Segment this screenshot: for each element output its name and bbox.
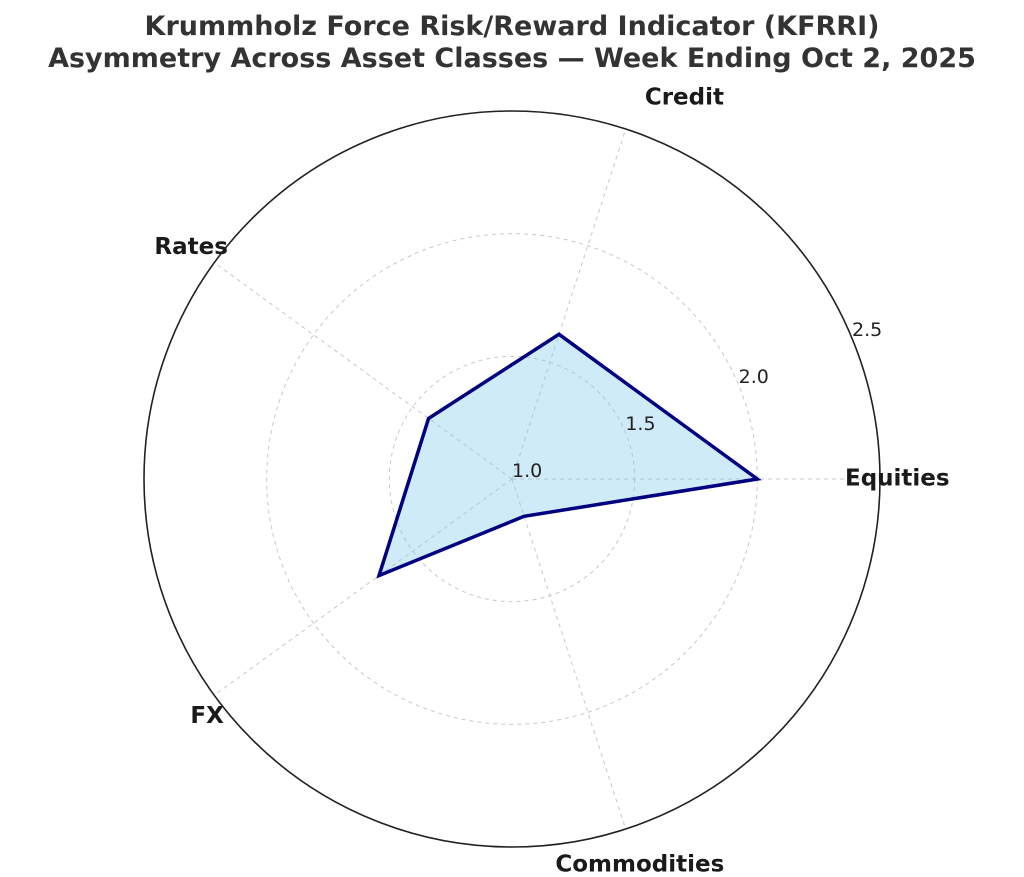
spoke-credit bbox=[511, 128, 627, 480]
axis-label-commodities: Commodities bbox=[555, 852, 724, 877]
r-tick-label-0: 1.0 bbox=[512, 460, 542, 482]
axis-label-credit: Credit bbox=[645, 84, 724, 110]
r-tick-label-1: 1.5 bbox=[625, 413, 655, 435]
axis-label-fx: FX bbox=[190, 703, 224, 729]
spoke-commodities bbox=[511, 478, 627, 830]
chart-title-line-2: Asymmetry Across Asset Classes — Week En… bbox=[48, 43, 976, 74]
chart-title-line-1: Krummholz Force Risk/Reward Indicator (K… bbox=[144, 11, 880, 42]
spoke-fx bbox=[213, 478, 513, 696]
spoke-rates bbox=[213, 262, 513, 480]
r-tick-label-2: 2.0 bbox=[739, 366, 769, 388]
axis-label-equities: Equities bbox=[845, 466, 950, 492]
series-line-0 bbox=[376, 332, 762, 579]
series-area-0 bbox=[379, 334, 758, 576]
outer-circle bbox=[143, 110, 881, 848]
axis-label-rates: Rates bbox=[154, 234, 228, 260]
r-tick-label-3: 2.5 bbox=[852, 319, 882, 341]
